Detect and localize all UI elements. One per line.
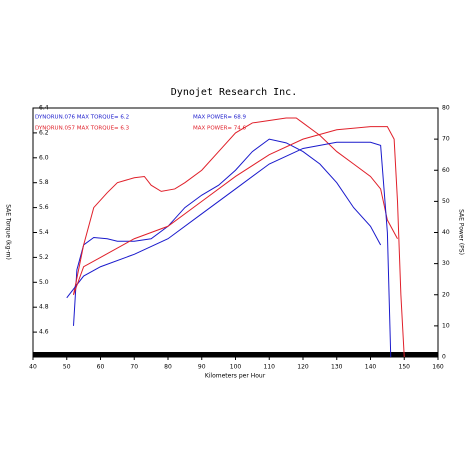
y-tick-label: 5.8	[39, 179, 49, 186]
y2-tick-label: 10	[442, 322, 450, 329]
x-tick-label: 140	[365, 364, 377, 371]
y-tick-label: 4.6	[39, 329, 49, 336]
y2-tick-label: 80	[442, 105, 450, 112]
y-axis-label: SAE Torque (kg-m)	[5, 204, 12, 260]
x-tick-label: 150	[399, 364, 411, 371]
x-tick-label: 40	[29, 364, 37, 371]
x-tick-label: 130	[331, 364, 343, 371]
x-tick-label: 70	[130, 364, 138, 371]
x-tick-label: 100	[230, 364, 242, 371]
y-tick-label: 5.4	[39, 229, 49, 236]
chart-title: Dynojet Research Inc.	[171, 87, 297, 98]
x-axis-bar	[33, 352, 438, 357]
y-tick-label: 5.0	[39, 279, 49, 286]
y-tick-label: 6.2	[39, 129, 49, 136]
x-tick-label: 110	[264, 364, 276, 371]
y2-tick-label: 50	[442, 198, 450, 205]
series-line	[73, 126, 405, 358]
annotation: DYNORUN.076 MAX TORQUE= 6.2	[35, 115, 129, 121]
annotation: DYNORUN.057 MAX TORQUE= 6.3	[35, 126, 130, 132]
annotation: MAX POWER= 68.9	[193, 115, 247, 121]
y2-tick-label: 20	[442, 291, 450, 298]
x-tick-label: 160	[432, 364, 444, 371]
y2-tick-label: 0	[442, 354, 446, 361]
x-tick-label: 120	[297, 364, 309, 371]
x-tick-label: 50	[63, 364, 71, 371]
series-line	[73, 117, 398, 295]
y2-axis-label: SAE Power (PS)	[458, 209, 465, 255]
series-line	[66, 141, 392, 358]
y2-tick-label: 40	[442, 229, 450, 236]
y2-tick-label: 60	[442, 167, 450, 174]
y2-tick-label: 30	[442, 260, 450, 267]
y-tick-label: 4.8	[39, 304, 49, 311]
x-axis-label: Kilometers per Hour	[205, 373, 266, 380]
annotation: MAX POWER= 74.6	[193, 126, 247, 132]
x-tick-label: 90	[198, 364, 206, 371]
y-tick-label: 5.6	[39, 204, 49, 211]
y-tick-label: 6.4	[39, 105, 49, 112]
x-tick-label: 80	[164, 364, 172, 371]
y-tick-label: 5.2	[39, 254, 49, 261]
x-tick-label: 60	[97, 364, 105, 371]
y-tick-label: 6.0	[39, 154, 49, 161]
y2-tick-label: 70	[442, 136, 450, 143]
series-line	[73, 138, 382, 326]
plot-frame	[32, 107, 439, 358]
